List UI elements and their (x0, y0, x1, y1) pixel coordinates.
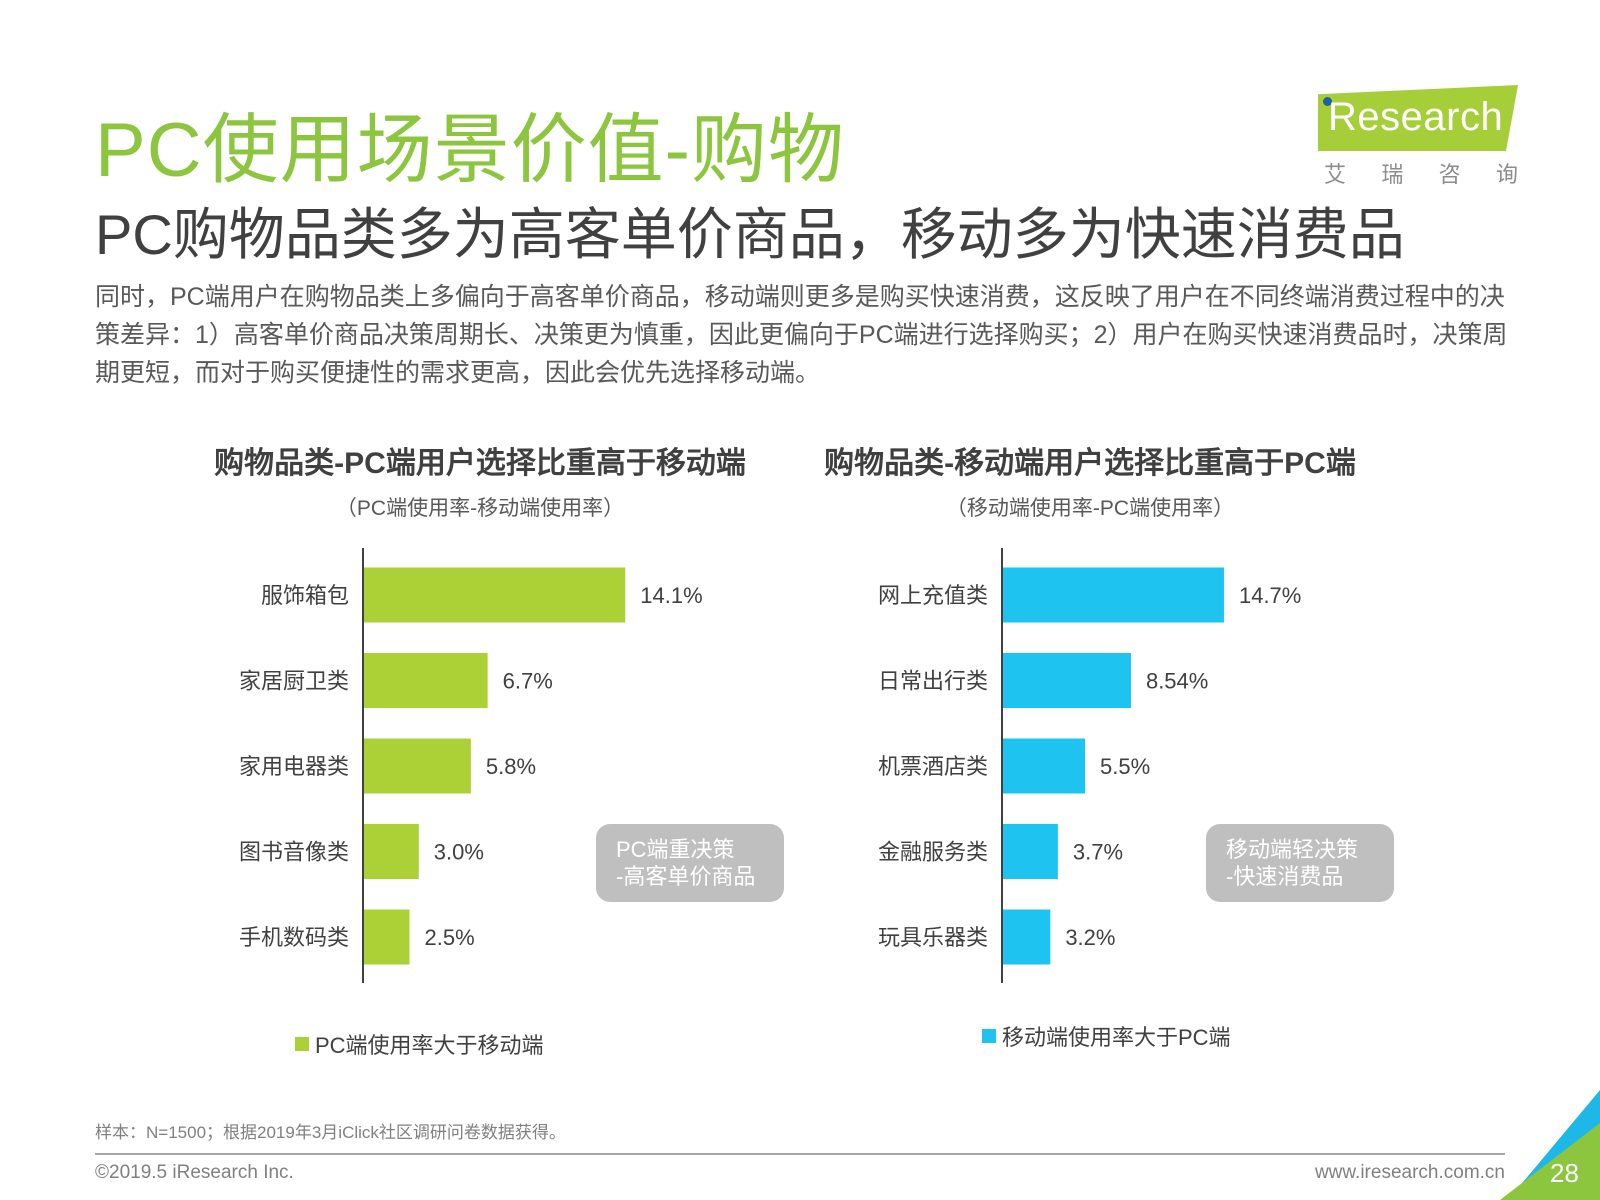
right-callout-text: 移动端轻决策 -快速消费品 (1226, 837, 1359, 889)
bar-2 (363, 653, 488, 708)
right-bar-chart: 网上充值类 14.7% 日常出行类 8.54% 机票酒店类 5.5% 金融服务类 3.7% 玩具… (878, 548, 1301, 983)
left-legend-swatch (295, 1037, 309, 1051)
sample-footnote: 样本：N=1500；根据2019年3月iClick社区调研问卷数据获得。 (95, 1123, 566, 1142)
logo-chinese: 艾 瑞 咨 询 (1324, 157, 1518, 189)
left-legend-label: PC端使用率大于移动端 (315, 1033, 544, 1058)
category-label: 金融服务类 (878, 840, 988, 865)
data-label: 14.7% (1239, 583, 1301, 608)
copyright: ©2019.5 iResearch Inc. (95, 1162, 294, 1183)
left-chart-title: 购物品类-PC端用户选择比重高于移动端 (214, 447, 746, 480)
category-label: 家居厨卫类 (239, 669, 349, 694)
data-label: 3.0% (434, 840, 484, 865)
right-legend: 移动端使用率大于PC端 (982, 1020, 1231, 1052)
bar-2 (1002, 653, 1131, 708)
corner-decoration (1500, 1090, 1600, 1200)
iresearch-logo: Research 艾 瑞 咨 询 (1318, 85, 1518, 187)
data-label: 5.5% (1100, 754, 1150, 779)
right-callout: 移动端轻决策 -快速消费品 (1206, 824, 1394, 902)
website-link[interactable]: www.iresearch.com.cn (1314, 1162, 1505, 1183)
data-label: 14.1% (640, 583, 702, 608)
category-label: 家用电器类 (239, 754, 349, 779)
page-subtitle: PC购物品类多为高客单价商品，移动多为快速消费品 (95, 203, 1405, 266)
bar-5 (363, 909, 410, 965)
category-label: 机票酒店类 (878, 754, 988, 779)
left-callout-text: PC端重决策 -高客单价商品 (616, 837, 756, 889)
left-chart-subtitle: （PC端使用率-移动端使用率） (335, 497, 625, 520)
logo-dot-icon (1323, 97, 1332, 106)
footer-divider (95, 1153, 1505, 1155)
right-chart-title: 购物品类-移动端用户选择比重高于PC端 (824, 447, 1356, 480)
right-chart-subtitle: （移动端使用率-PC端使用率） (945, 497, 1235, 520)
bar-5 (1002, 909, 1051, 965)
data-label: 6.7% (503, 669, 553, 694)
bar-3 (363, 738, 471, 794)
category-label: 日常出行类 (878, 669, 988, 694)
logo-char: 询 (1495, 162, 1518, 187)
logo-banner: Research (1318, 85, 1518, 151)
logo-word: Research (1328, 95, 1504, 139)
bar-1 (363, 567, 626, 623)
left-bar-chart: 服饰箱包 14.1% 家居厨卫类 6.7% 家用电器类 5.8% 图书音像类 3.0% 手机数码… (239, 548, 703, 983)
data-label: 5.8% (486, 754, 536, 779)
page-title: PC使用场景价值-购物 (95, 108, 845, 193)
bar-3 (1002, 738, 1086, 794)
data-label: 3.7% (1073, 840, 1123, 865)
data-label: 8.54% (1146, 669, 1208, 694)
category-label: 玩具乐器类 (878, 925, 988, 950)
left-legend: PC端使用率大于移动端 (295, 1028, 544, 1060)
data-label: 2.5% (425, 925, 475, 950)
category-label: 图书音像类 (239, 840, 349, 865)
category-label: 网上充值类 (878, 583, 988, 608)
logo-char: 咨 (1438, 162, 1461, 187)
logo-char: 艾 (1324, 162, 1347, 187)
right-legend-label: 移动端使用率大于PC端 (1002, 1025, 1231, 1050)
bar-1 (1002, 567, 1224, 623)
body-paragraph: 同时，PC端用户在购物品类上多偏向于高客单价商品，移动端则更多是购买快速消费，这… (95, 283, 1508, 387)
category-label: 服饰箱包 (261, 583, 349, 608)
page-number: 28 (1550, 1158, 1579, 1188)
bar-4 (1002, 824, 1058, 879)
category-label: 手机数码类 (239, 925, 349, 950)
right-legend-swatch (982, 1029, 996, 1043)
logo-char: 瑞 (1381, 162, 1404, 187)
data-label: 3.2% (1065, 925, 1115, 950)
bar-4 (363, 824, 419, 879)
left-callout: PC端重决策 -高客单价商品 (596, 824, 784, 902)
